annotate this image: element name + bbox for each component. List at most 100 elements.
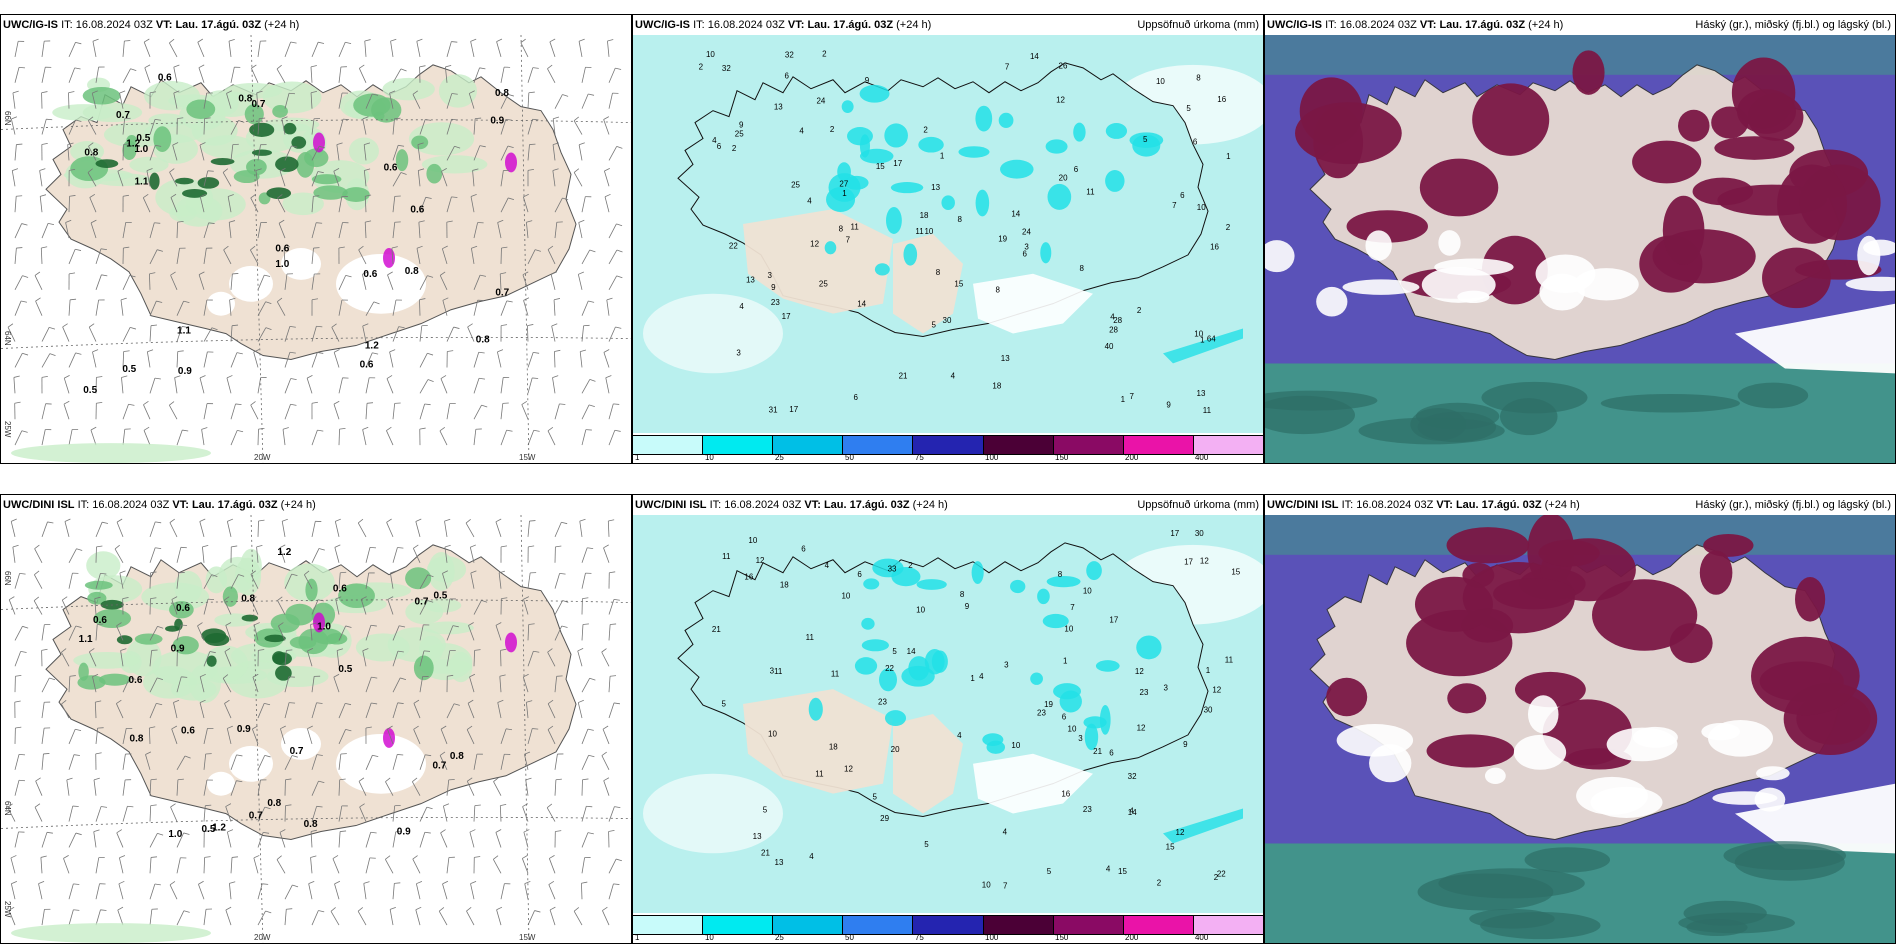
wind-barb-feather xyxy=(439,751,446,756)
colorbar-box xyxy=(703,436,774,454)
wind-barb xyxy=(608,93,613,109)
precip-value-label: 12 xyxy=(1137,723,1146,732)
wind-barb-feather xyxy=(606,297,613,301)
gust-area-light xyxy=(52,104,116,121)
precip-value-label: 32 xyxy=(785,51,794,60)
wind-barb-feather xyxy=(316,222,323,224)
wind-barb-feather xyxy=(549,38,556,43)
wind-barb-feather xyxy=(605,375,612,379)
wind-barb xyxy=(311,42,319,58)
wind-barb xyxy=(333,352,340,368)
precip-value-label: 22 xyxy=(729,242,738,251)
wind-barb xyxy=(225,806,232,822)
precip-value-label: 18 xyxy=(829,743,838,752)
wind-barb-feather xyxy=(497,219,504,223)
wind-barb xyxy=(280,728,286,745)
wind-barb-feather xyxy=(9,596,15,601)
precip-value-label: 2 xyxy=(923,125,928,134)
wind-barb xyxy=(122,429,126,446)
gust-map: 0.91.10.80.70.60.80.60.51.00.80.70.61.20… xyxy=(1,35,631,463)
precip-value-label: 12 xyxy=(1212,686,1221,695)
wind-barb xyxy=(149,145,156,161)
wind-barb xyxy=(311,118,315,135)
wind-barb xyxy=(310,831,313,848)
wind-barb xyxy=(198,274,205,290)
wind-barb xyxy=(284,326,291,342)
wind-barb xyxy=(608,702,615,719)
wind-barb-feather xyxy=(150,778,157,781)
wind-barb-feather xyxy=(252,725,258,730)
precip-heavy-cell xyxy=(1010,579,1026,594)
vt-value: Lau. 17.ágú. 03Z xyxy=(191,499,278,511)
wind-barb xyxy=(521,404,529,420)
gust-value-label: 0.5 xyxy=(83,385,97,396)
wind-barb xyxy=(95,806,102,822)
colorbar-tick-label: 25 xyxy=(774,933,784,942)
wind-barb xyxy=(149,521,156,538)
wind-barb xyxy=(418,222,421,239)
wind-barb xyxy=(149,805,152,822)
vt-value: Lau. 17.ágú. 03Z xyxy=(807,19,894,31)
wind-barb xyxy=(40,248,43,264)
wind-barb-feather xyxy=(335,518,342,522)
wind-barb xyxy=(122,754,126,770)
wind-barb xyxy=(201,429,205,446)
wind-barb-feather xyxy=(199,142,206,146)
wind-barb xyxy=(553,299,556,316)
wind-barb xyxy=(392,754,398,770)
wind-barb xyxy=(68,573,73,589)
precip-heavy-cell xyxy=(918,136,944,153)
wind-barb-feather xyxy=(92,38,99,42)
wind-barb xyxy=(554,351,556,368)
wind-barb xyxy=(605,377,610,394)
gust-extreme-spot xyxy=(505,632,517,653)
precip-value-label: 7 xyxy=(1172,201,1177,210)
wind-barb-feather xyxy=(251,64,257,69)
wind-barb-feather xyxy=(264,274,271,277)
it-value: 16.08.2024 03Z xyxy=(724,499,802,511)
precip-value-label: 3 xyxy=(1004,660,1009,669)
wind-barb-feather xyxy=(11,881,18,885)
precip-value-label: 21 xyxy=(761,848,770,857)
gust-area-light xyxy=(438,74,477,108)
precip-heavy-cell xyxy=(841,100,854,114)
wind-barb-feather xyxy=(578,271,585,275)
wind-barb-feather xyxy=(366,402,374,404)
wind-barb xyxy=(94,598,97,615)
wind-barb xyxy=(176,857,181,874)
precip-value-label: 17 xyxy=(1184,557,1193,566)
wind-barb xyxy=(554,573,560,589)
precip-value-label: 1 xyxy=(970,674,975,683)
wind-barb-feather xyxy=(523,673,529,678)
wind-barb xyxy=(149,300,157,316)
field-title: Uppsöfnuð úrkoma (mm) xyxy=(1137,499,1259,511)
precip-heavy-cell xyxy=(1042,613,1069,629)
wind-barb-feather xyxy=(526,700,533,703)
wind-barb xyxy=(336,650,340,667)
wind-barb xyxy=(392,299,397,316)
wind-barb xyxy=(149,833,158,848)
wind-barb xyxy=(439,430,448,446)
high-cloud-area xyxy=(1737,89,1796,134)
precip-value-label: 2 xyxy=(822,49,827,58)
wind-barb-feather xyxy=(467,777,473,782)
wind-barb xyxy=(386,378,394,394)
gust-area-dark xyxy=(197,177,220,189)
wind-barb-feather xyxy=(481,600,488,603)
wind-barb xyxy=(440,728,448,745)
gust-area-light xyxy=(152,650,218,686)
wind-barb-feather xyxy=(8,906,15,911)
wind-barb-feather xyxy=(496,38,503,42)
gust-value-label: 0.6 xyxy=(333,584,347,595)
wind-barb xyxy=(392,677,401,693)
wind-barb-feather xyxy=(603,349,610,353)
colorbar-box xyxy=(1053,436,1124,454)
precip-value-label: 11 xyxy=(806,633,815,642)
wind-barb-feather xyxy=(307,725,313,730)
wind-barb xyxy=(554,600,563,615)
wind-barb-feather xyxy=(63,400,70,405)
precip-value-label: 19 xyxy=(1044,700,1053,709)
wind-barb xyxy=(332,858,340,874)
wind-barb-feather xyxy=(282,427,289,430)
wind-barb-feather xyxy=(601,648,607,653)
